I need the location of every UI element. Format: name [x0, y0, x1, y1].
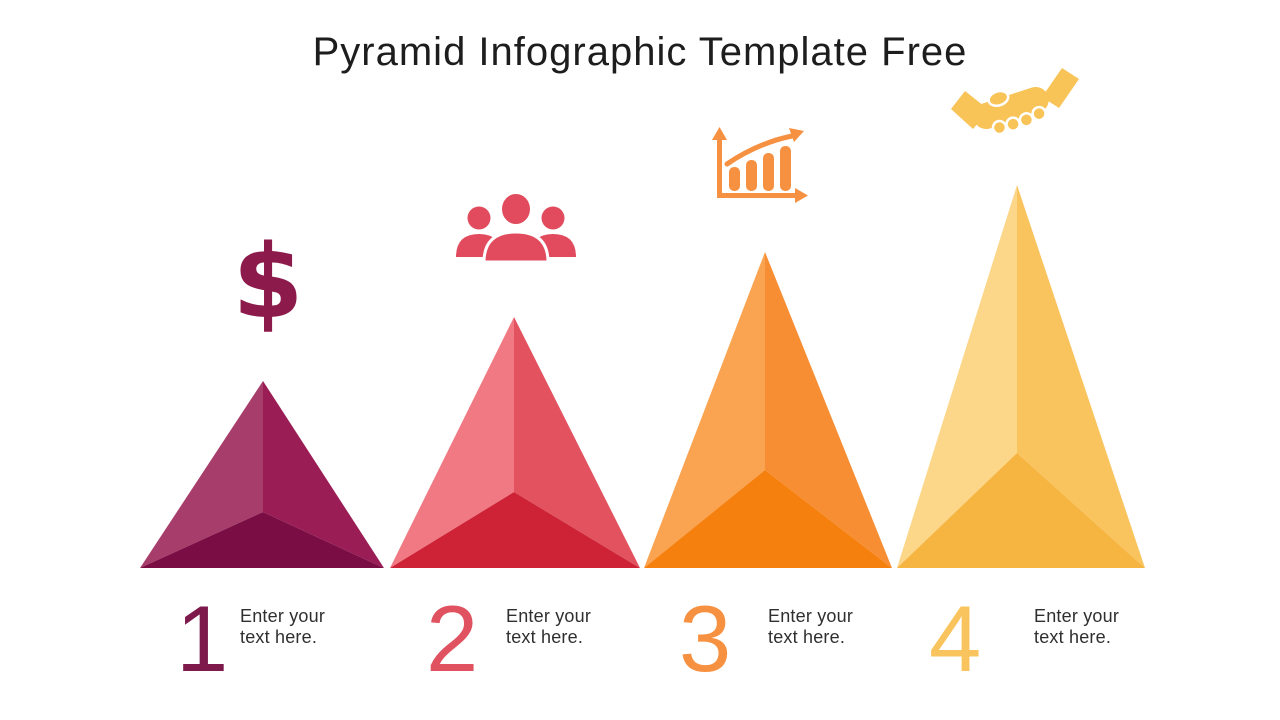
- step-4-label: Enter your text here.: [1034, 606, 1119, 648]
- dollar-sign-icon: $: [232, 223, 304, 342]
- step-1-number: 1: [176, 586, 229, 691]
- step-label-line: Enter your: [1034, 606, 1120, 626]
- pyramid-1-right-face: [263, 381, 384, 568]
- pyramid-1-bottom-face: [140, 512, 384, 568]
- page-title: Pyramid Infographic Template Free: [312, 30, 968, 74]
- pyramid-3-right-face: [765, 252, 892, 568]
- team-people-icon: [456, 192, 576, 264]
- pyramid-2-right-face: [514, 317, 640, 568]
- step-label-line: text here.: [1034, 627, 1112, 647]
- step-2-number: 2: [426, 586, 479, 691]
- step-label-line: Enter your: [506, 606, 592, 626]
- pyramid-4-left-face: [897, 185, 1017, 568]
- pyramid-3-bottom-face: [644, 470, 892, 568]
- pyramid-3-left-face: [644, 252, 765, 568]
- handshake-icon: [951, 68, 1079, 136]
- pyramid-1-left-face: [140, 381, 263, 568]
- step-2-label: Enter your text here.: [506, 606, 591, 648]
- pyramid-4-right-face: [1017, 185, 1145, 568]
- step-3-label: Enter your text here.: [768, 606, 853, 648]
- pyramid-2-left-face: [390, 317, 514, 568]
- step-3-number: 3: [679, 586, 732, 691]
- step-label-line: text here.: [240, 627, 318, 647]
- step-label-line: text here.: [506, 627, 584, 647]
- pyramid-2-bottom-face: [390, 492, 640, 568]
- step-4-number: 4: [929, 586, 982, 691]
- step-label-line: Enter your: [240, 606, 326, 626]
- step-label-line: Enter your: [768, 606, 854, 626]
- growth-bar-chart-icon: [712, 127, 808, 203]
- step-label-line: text here.: [768, 627, 846, 647]
- pyramid-4-bottom-face: [897, 453, 1145, 568]
- step-1-label: Enter your text here.: [240, 606, 325, 648]
